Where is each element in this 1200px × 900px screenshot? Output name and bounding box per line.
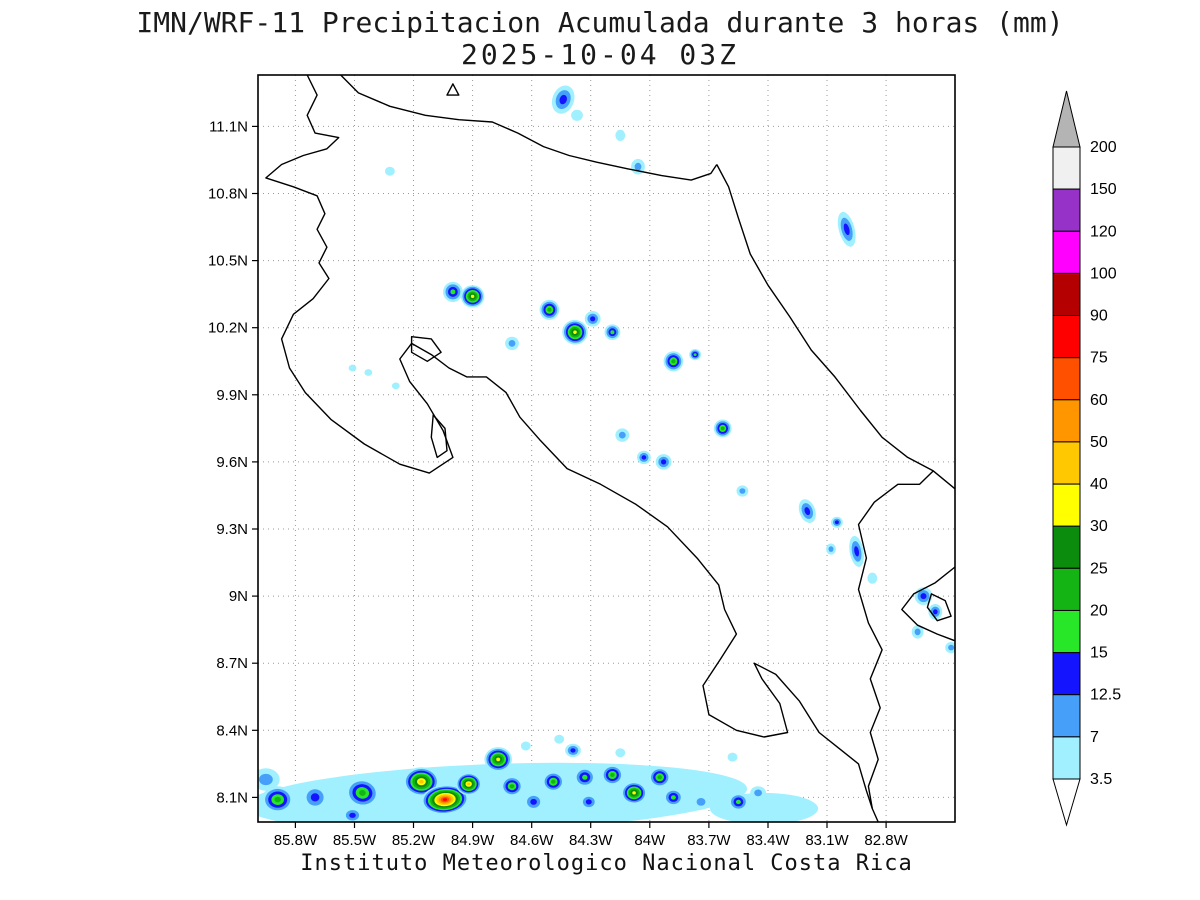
x-axis-tick-label: 84W — [634, 832, 666, 849]
precipitation-cells — [258, 85, 955, 822]
y-axis-labels: 8.1N 8.4N 8.7N 9N 9.3N 9.6N 9.9N 10.2N 10.5N 10.8… — [208, 118, 248, 806]
bocas-island — [926, 593, 952, 622]
colorbar-band — [1052, 188, 1081, 232]
colorbar-level-label: 200 — [1090, 139, 1117, 156]
panama-border — [857, 470, 934, 809]
colorbar-level-label: 90 — [1090, 308, 1108, 325]
y-axis-tick-label: 9N — [229, 588, 248, 605]
grid-lines — [258, 75, 955, 822]
colorbar-level-label: 25 — [1090, 560, 1108, 577]
lake-island — [446, 83, 460, 96]
colorbar-level-label: 120 — [1090, 223, 1117, 240]
pacific-coast — [265, 75, 879, 822]
colorbar-level-label: 12.5 — [1090, 687, 1121, 704]
colorbar-band — [1052, 567, 1081, 611]
colorbar — [1052, 90, 1081, 827]
colorbar-band — [1052, 694, 1081, 738]
y-axis-tick-label: 9.6N — [216, 454, 248, 471]
axis-ticks — [252, 125, 887, 828]
colorbar-labels: 3.5 7 12.5 15 20 25 30 40 50 60 75 90 100 120 150 200 — [1090, 139, 1121, 788]
colorbar-level-label: 50 — [1090, 434, 1108, 451]
x-axis-tick-label: 84.3W — [569, 832, 613, 849]
colorbar-band — [1052, 441, 1081, 485]
colorbar-band — [1052, 610, 1081, 654]
y-axis-tick-label: 8.4N — [216, 722, 248, 739]
colorbar-band — [1052, 399, 1081, 443]
lake-nicaragua-san-juan — [340, 75, 718, 181]
y-axis-tick-label: 8.1N — [216, 789, 248, 806]
colorbar-level-label: 20 — [1090, 603, 1108, 620]
y-axis-tick-label: 8.7N — [216, 655, 248, 672]
x-axis-tick-label: 84.9W — [451, 832, 495, 849]
colorbar-level-label: 30 — [1090, 518, 1108, 535]
y-axis-tick-label: 10.5N — [208, 253, 248, 270]
colorbar-band — [1052, 525, 1081, 569]
colorbar-over-arrow — [1052, 90, 1081, 148]
colorbar-level-label: 15 — [1090, 645, 1108, 662]
colorbar-level-label: 40 — [1090, 476, 1108, 493]
colorbar-level-label: 60 — [1090, 392, 1108, 409]
x-axis-tick-label: 83.1W — [805, 832, 849, 849]
y-axis-tick-label: 10.2N — [208, 320, 248, 337]
x-axis-tick-label: 85.8W — [274, 832, 318, 849]
x-axis-tick-label: 85.2W — [392, 832, 436, 849]
figure-subtitle: 2025-10-04 03Z — [460, 38, 739, 71]
colorbar-level-label: 150 — [1090, 181, 1117, 198]
x-axis-tick-label: 82.8W — [864, 832, 908, 849]
x-axis-tick-label: 83.4W — [746, 832, 790, 849]
colorbar-level-label: 75 — [1090, 350, 1108, 367]
colorbar-band — [1052, 736, 1081, 780]
colorbar-band — [1052, 230, 1081, 274]
colorbar-band — [1052, 357, 1081, 401]
colorbar-level-label: 7 — [1090, 729, 1099, 746]
y-axis-tick-label: 9.9N — [216, 387, 248, 404]
isla-chira — [410, 336, 442, 362]
coastlines — [265, 75, 955, 822]
x-axis-tick-label: 85.5W — [333, 832, 377, 849]
colorbar-band — [1052, 272, 1081, 317]
map-frame — [257, 74, 956, 823]
colorbar-level-label: 3.5 — [1090, 771, 1112, 788]
y-axis-tick-label: 9.3N — [216, 521, 248, 538]
colorbar-band — [1052, 652, 1081, 696]
colorbar-under-arrow — [1052, 778, 1081, 827]
figure-title: IMN/WRF-11 Precipitacion Acumulada duran… — [136, 6, 1064, 39]
gulf-of-nicoya-island — [430, 414, 448, 459]
figure-footer: Instituto Meteorologico Nacional Costa R… — [300, 851, 913, 876]
caribbean-coast — [716, 164, 955, 490]
colorbar-band — [1052, 483, 1081, 527]
chiriqui-lagoon-coast — [901, 566, 955, 642]
colorbar-level-label: 100 — [1090, 265, 1117, 282]
y-axis-tick-label: 11.1N — [209, 118, 248, 135]
y-axis-tick-label: 10.8N — [208, 186, 248, 203]
x-axis-tick-label: 83.7W — [687, 832, 731, 849]
x-axis-tick-label: 84.6W — [510, 832, 554, 849]
colorbar-band — [1052, 146, 1081, 190]
colorbar-band — [1052, 315, 1081, 359]
x-axis-labels: 85.8W 85.5W 85.2W 84.9W 84.6W 84.3W 84W 83.7W 83… — [274, 832, 909, 849]
